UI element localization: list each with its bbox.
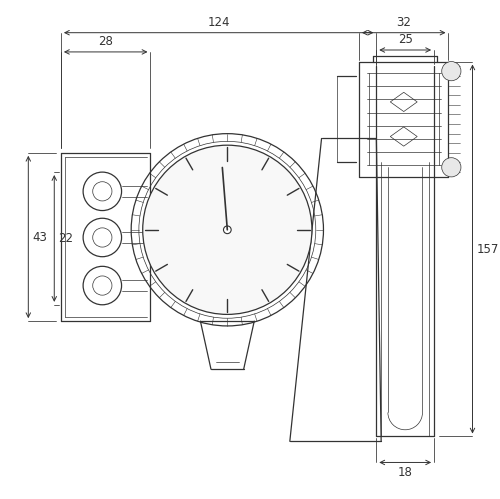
Text: 25: 25	[398, 33, 412, 46]
Text: 124: 124	[208, 16, 230, 29]
Circle shape	[224, 226, 231, 234]
Text: 28: 28	[98, 35, 113, 48]
Circle shape	[442, 61, 461, 81]
Circle shape	[142, 145, 312, 314]
Text: 157: 157	[476, 243, 498, 255]
Text: 22: 22	[58, 232, 73, 245]
Circle shape	[442, 158, 461, 177]
Text: 43: 43	[32, 231, 47, 244]
Text: 18: 18	[398, 466, 412, 480]
Text: 32: 32	[396, 16, 411, 29]
